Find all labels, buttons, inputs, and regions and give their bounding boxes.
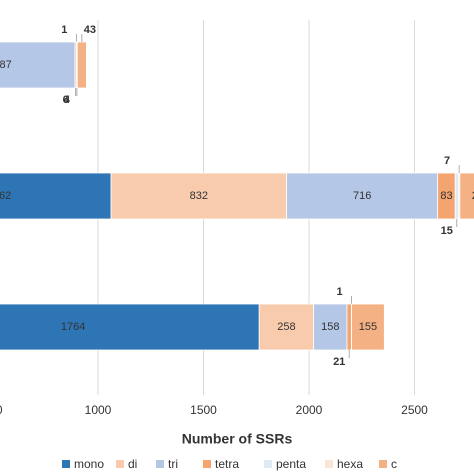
data-label: 1 bbox=[336, 286, 342, 298]
legend-swatch bbox=[379, 460, 387, 468]
x-tick-label: 1000 bbox=[85, 403, 112, 417]
data-label: 1062 bbox=[0, 190, 11, 202]
legend-label: tri bbox=[168, 457, 178, 471]
bar-segment bbox=[110, 172, 288, 220]
x-tick-label: 1500 bbox=[190, 403, 217, 417]
legend-label: di bbox=[128, 457, 137, 471]
legend-label: penta bbox=[276, 457, 306, 471]
bar-segment bbox=[0, 303, 260, 351]
bar-segment bbox=[346, 303, 352, 351]
legend-label: tetra bbox=[215, 457, 239, 471]
data-label: 7 bbox=[444, 155, 450, 167]
bar-segment bbox=[351, 303, 385, 351]
data-label: 200 bbox=[472, 190, 474, 202]
legend-swatch bbox=[62, 460, 70, 468]
data-label: 4 bbox=[64, 94, 71, 106]
data-label: 43 bbox=[84, 24, 96, 36]
x-tick-label: 500 bbox=[0, 403, 3, 417]
bar-segment bbox=[313, 303, 348, 351]
bar-segment bbox=[0, 172, 112, 220]
x-tick-label: 2000 bbox=[296, 403, 323, 417]
legend-label: mono bbox=[74, 457, 104, 471]
data-label: 15 bbox=[441, 225, 453, 237]
bar-segment bbox=[459, 172, 474, 220]
data-label: 1 bbox=[61, 24, 67, 36]
legend-swatch bbox=[325, 460, 333, 468]
data-label: 258 bbox=[277, 321, 295, 333]
legend-swatch bbox=[203, 460, 211, 468]
legend-swatch bbox=[264, 460, 272, 468]
data-label: 83 bbox=[440, 190, 452, 202]
x-tick-label: 2500 bbox=[401, 403, 428, 417]
data-label: 21 bbox=[333, 356, 345, 368]
legend-label: c bbox=[391, 457, 397, 471]
data-label: 1764 bbox=[61, 321, 85, 333]
data-label: 155 bbox=[359, 321, 377, 333]
legend-label: hexa bbox=[337, 457, 363, 471]
data-label: 6 bbox=[63, 94, 69, 106]
bar-segment bbox=[454, 172, 459, 220]
data-label: 832 bbox=[190, 190, 208, 202]
legend-swatch bbox=[116, 460, 124, 468]
data-label: 716 bbox=[353, 190, 371, 202]
bar-segment bbox=[258, 303, 315, 351]
bar-segment bbox=[76, 41, 87, 89]
bar-segment bbox=[286, 172, 439, 220]
data-label: 687 bbox=[0, 59, 12, 71]
data-label: 158 bbox=[321, 321, 339, 333]
bar-segment bbox=[0, 41, 76, 89]
legend-swatch bbox=[156, 460, 164, 468]
x-axis-label: Number of SSRs bbox=[182, 431, 293, 447]
